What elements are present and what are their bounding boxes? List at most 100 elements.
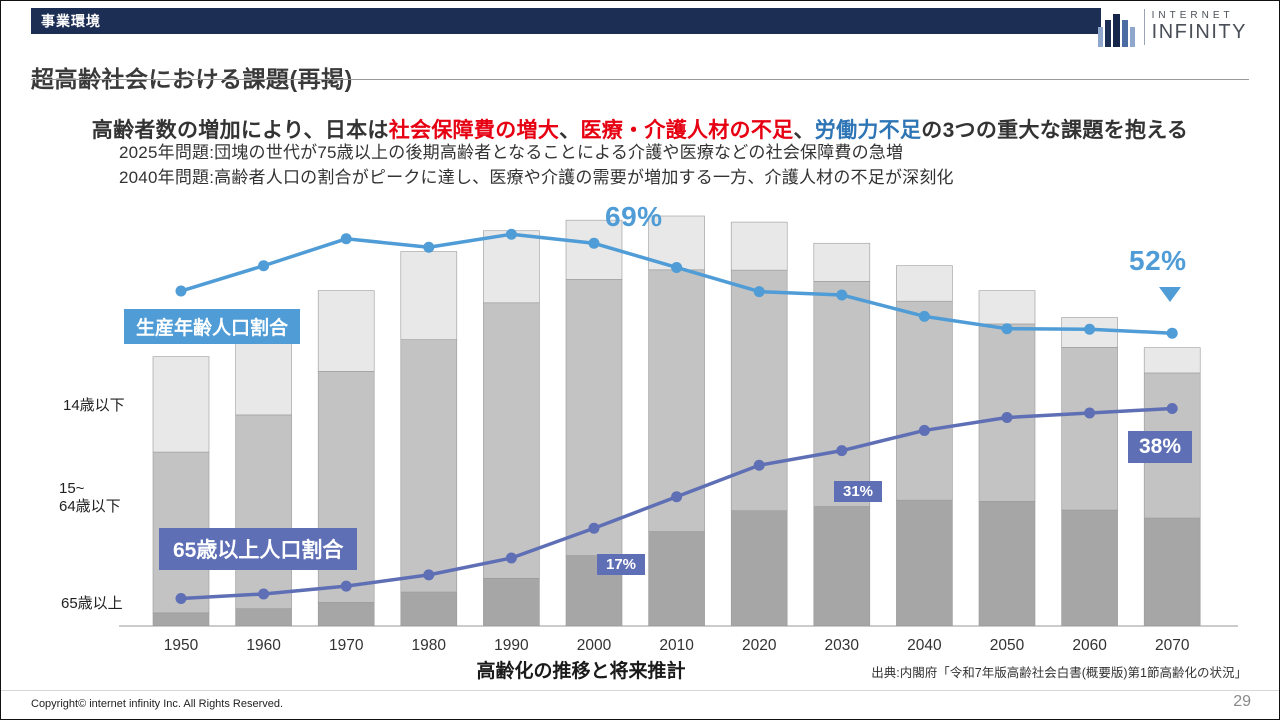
lead-segment-highlight-red: 医療・介護人材の不足 — [580, 119, 794, 142]
section-header-bar: 事業環境 — [31, 8, 1101, 34]
population-bar-segment — [813, 242, 871, 282]
ratio-line-point — [423, 569, 435, 581]
x-axis-year-label: 2070 — [1155, 637, 1190, 654]
population-bar-segment — [896, 300, 953, 501]
ratio-line-point — [1166, 327, 1178, 339]
population-bar-segment — [896, 499, 953, 627]
population-bar-segment — [152, 356, 210, 453]
ratio-line-point — [258, 260, 270, 272]
ratio-line-point — [1166, 403, 1178, 415]
aged-ratio-2000-value: 17% — [597, 554, 646, 575]
ratio-line-point — [1001, 411, 1013, 423]
population-bar-segment — [813, 506, 871, 627]
working-end-value: 52% — [1129, 245, 1187, 276]
source-citation: 出典:内閣府「令和7年版高齢社会白書(概要版)第1節高齢化の状況」 — [871, 666, 1247, 680]
aging-chart: 1950 1960 1970 1980 1990 2000 2010 2020 2030 2040… — [1, 199, 1279, 682]
section-label: 事業環境 — [41, 13, 101, 29]
population-bar-segment — [896, 265, 953, 302]
ratio-line-point — [918, 424, 930, 436]
population-bar-segment — [400, 251, 458, 340]
bullet-2040: 2040年問題:高齢者人口の割合がピークに達し、医療や介護の需要が増加する一方、… — [119, 168, 954, 187]
x-axis-year-label: 2000 — [577, 637, 612, 654]
bar-category-label-under14: 14歳以下 — [63, 397, 125, 414]
population-bar-segment — [978, 501, 1036, 627]
population-bar-segment — [565, 279, 623, 556]
ratio-line-point — [918, 310, 930, 322]
ratio-line-point — [671, 261, 683, 273]
x-axis-year-label: 2050 — [990, 637, 1025, 654]
population-bar-segment — [1061, 347, 1118, 511]
lead-segment: 高齢者数の増加により、日本は — [91, 119, 389, 142]
logo-bars-icon — [1097, 14, 1135, 47]
logo-text: INTERNET INFINITY — [1152, 11, 1247, 43]
ratio-line-point — [423, 241, 435, 253]
chart-title: 高齢化の推移と将来推計 — [476, 661, 686, 682]
page-number: 29 — [1233, 693, 1251, 710]
ratio-line-point — [175, 285, 187, 297]
population-bar-segment — [483, 302, 540, 579]
ratio-line-point — [588, 237, 600, 249]
ratio-line-point — [1001, 323, 1013, 335]
working-peak-value: 69% — [605, 201, 663, 232]
copyright-text: Copyright© internet infinity Inc. All Ri… — [31, 698, 284, 710]
population-bar-segment — [1143, 517, 1201, 627]
lead-segment: 、 — [793, 119, 815, 142]
x-axis-year-label: 2020 — [742, 637, 777, 654]
ratio-line-point — [588, 522, 600, 534]
population-bar-segment — [1061, 509, 1118, 627]
ratio-line-point — [836, 445, 848, 457]
ratio-line-point — [505, 552, 517, 564]
population-bar-segment — [317, 601, 375, 627]
population-bar-segment — [730, 221, 788, 271]
population-bar-segment — [152, 612, 210, 627]
x-axis-year-label: 1970 — [329, 637, 364, 654]
problem-bullets: 2025年問題:団塊の世代が75歳以上の後期高齢者となることによる介護や医療など… — [119, 140, 954, 190]
x-axis-year-label: 1960 — [246, 637, 281, 654]
lead-sentence: 高齢者数の増加により、日本は社会保障費の増大、医療・介護人材の不足、労働力不足の… — [1, 114, 1279, 144]
chart-canvas: 1950 1960 1970 1980 1990 2000 2010 2020 2030 2040… — [119, 215, 1238, 654]
drop-arrow-icon — [1159, 287, 1181, 302]
x-axis-year-label: 1950 — [164, 637, 199, 654]
population-bar-segment — [317, 290, 375, 372]
ratio-line-point — [753, 459, 765, 471]
working-age-ratio-label: 生産年齢人口割合 — [124, 309, 301, 344]
lead-segment: 、 — [559, 119, 581, 142]
bullet-2025: 2025年問題:団塊の世代が75歳以上の後期高齢者となることによる介護や医療など… — [119, 143, 904, 162]
x-axis-year-label: 2060 — [1072, 637, 1107, 654]
ratio-line-point — [505, 228, 517, 240]
bar-category-label-over65: 65歳以上 — [61, 595, 123, 612]
ratio-line-point — [340, 233, 352, 245]
population-bar-segment — [1143, 347, 1201, 374]
population-bar-segment — [978, 290, 1036, 325]
title-underline — [31, 79, 1249, 80]
aged-ratio-end-value: 38% — [1128, 431, 1193, 463]
population-bar-segment — [400, 339, 458, 593]
ratio-line-point — [1084, 323, 1096, 335]
x-axis-year-label: 2010 — [659, 637, 694, 654]
population-bar-segment — [235, 414, 292, 610]
logo-line2: INFINITY — [1151, 20, 1247, 43]
population-bar-segment — [565, 219, 623, 280]
footer-divider — [1, 690, 1279, 691]
population-bar-segment — [235, 608, 292, 627]
ratio-line-point — [671, 491, 683, 503]
lead-segment-highlight-blue: 労働力不足 — [814, 119, 922, 142]
lead-segment: の3つの重大な課題を抱える — [921, 119, 1189, 142]
logo-divider — [1143, 9, 1145, 45]
ratio-line-point — [340, 580, 352, 592]
ratio-line-point — [836, 289, 848, 301]
bar-category-label-15to64: 15~ 64歳以下 — [59, 480, 121, 515]
lead-segment-highlight-red: 社会保障費の増大 — [388, 119, 560, 142]
logo-line1: INTERNET — [1151, 10, 1234, 22]
x-axis-year-label: 2030 — [825, 637, 860, 654]
ratio-line-point — [258, 588, 270, 600]
population-bar-segment — [483, 230, 540, 304]
population-bar-segment — [813, 281, 871, 507]
aged-ratio-label: 65歳以上人口割合 — [159, 528, 358, 570]
ratio-line-point — [753, 286, 765, 298]
aged-ratio-2030-value: 31% — [834, 481, 883, 502]
population-bar-segment — [400, 591, 458, 627]
population-bar-segment — [483, 577, 540, 627]
x-axis-year-label: 2040 — [907, 637, 942, 654]
